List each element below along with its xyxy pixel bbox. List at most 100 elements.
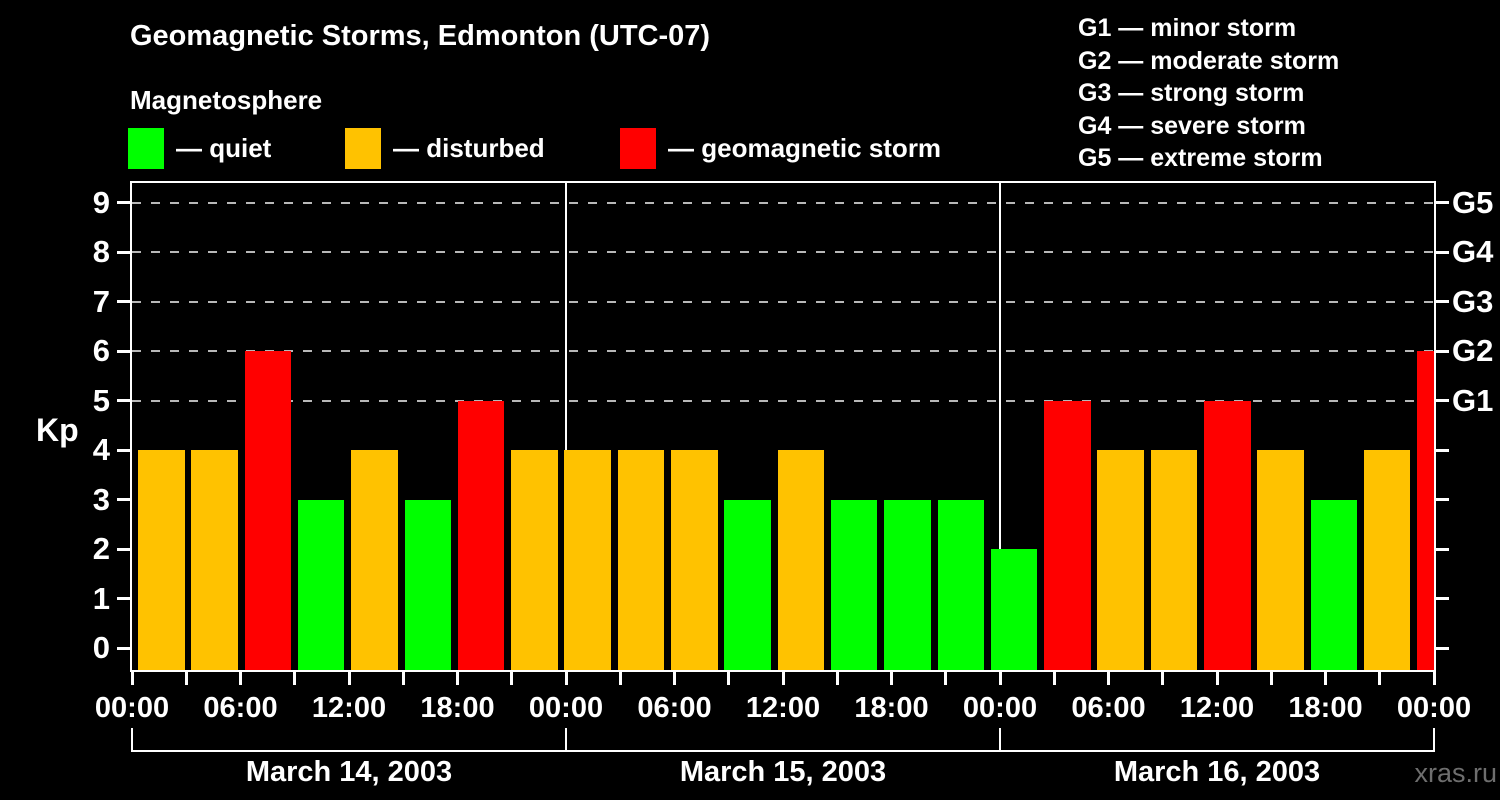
x-axis-label: 00:00 <box>94 692 170 724</box>
g-axis-label-g3: G3 <box>1452 283 1494 319</box>
kp-bar <box>724 499 771 670</box>
legend-label-disturbed: — disturbed <box>393 132 545 163</box>
date-label: March 14, 2003 <box>245 756 453 788</box>
kp-bar <box>830 499 878 670</box>
x-axis-label: 06:00 <box>637 692 712 724</box>
kp-bar <box>1044 400 1091 670</box>
kp-bar <box>1257 450 1304 670</box>
date-bracket-tick <box>131 728 133 752</box>
storm-color-swatch <box>620 127 656 169</box>
date-bracket-tick <box>1433 728 1435 752</box>
x-axis-tick <box>456 672 459 685</box>
g-scale-line-g1: G1 — minor storm <box>1078 14 1297 42</box>
x-axis-tick <box>727 672 731 685</box>
right-axis-tick <box>1434 597 1449 600</box>
g-axis-label-g5: G5 <box>1452 184 1494 220</box>
kp-bar <box>511 450 558 670</box>
plot-area <box>130 181 1436 672</box>
x-axis-tick <box>1052 672 1056 685</box>
x-axis-label: 18:00 <box>420 692 495 724</box>
kp-bar <box>1150 450 1198 670</box>
legend-label-storm: — geomagnetic storm <box>668 132 942 163</box>
kp-bar-partial <box>1417 351 1434 670</box>
right-axis-tick <box>1434 399 1449 402</box>
day-boundary-line <box>999 183 1001 670</box>
g-axis-label-g1: G1 <box>1452 382 1494 418</box>
y-axis-label: 3 <box>92 481 110 517</box>
x-axis-tick <box>510 672 514 685</box>
date-bracket-tick <box>999 728 1001 752</box>
right-axis-tick <box>1434 300 1449 303</box>
chart-subtitle: Magnetosphere <box>130 85 323 115</box>
x-axis-label: 12:00 <box>311 692 387 724</box>
g-scale-line-g3: G3 — strong storm <box>1078 79 1305 107</box>
gridline-kp-5 <box>132 399 1434 402</box>
kp-bar <box>617 450 665 670</box>
date-label: March 16, 2003 <box>1113 756 1321 788</box>
y-axis-label: 1 <box>92 580 110 616</box>
g-axis-label-g4: G4 <box>1452 234 1494 269</box>
kp-bar <box>937 499 985 670</box>
right-axis-tick <box>1434 646 1449 650</box>
x-axis-tick <box>1269 672 1273 685</box>
right-axis-tick <box>1434 547 1449 551</box>
gridline-kp-8 <box>132 251 1434 253</box>
x-axis-tick <box>618 672 622 685</box>
date-label: March 15, 2003 <box>679 756 887 788</box>
x-axis-tick <box>564 672 568 685</box>
x-axis-tick <box>890 672 893 685</box>
x-axis-tick <box>835 672 839 685</box>
legend-item-storm: — geomagnetic storm <box>620 127 941 169</box>
legend-item-disturbed: — disturbed <box>345 127 545 169</box>
page-title: Geomagnetic Storms, Edmonton (UTC-07) <box>130 20 711 52</box>
kp-bar <box>191 450 238 670</box>
right-axis-tick <box>1434 201 1449 204</box>
date-bracket-tick <box>565 728 567 752</box>
y-axis-label: 9 <box>92 184 110 220</box>
watermark: xras.ru <box>1414 758 1497 788</box>
kp-bar <box>1363 450 1411 670</box>
legend-label-quiet: — quiet <box>176 132 272 163</box>
right-axis-tick <box>1434 349 1449 353</box>
x-axis-tick <box>1324 672 1327 685</box>
y-axis-label: 2 <box>92 531 110 566</box>
kp-bar <box>1097 450 1144 670</box>
day-boundary-line <box>565 183 567 670</box>
gridline-kp-9 <box>132 201 1434 204</box>
g-scale-legend: G1 — minor storm G2 — moderate storm G3 … <box>1078 12 1339 175</box>
kp-bar <box>671 450 718 670</box>
x-axis-label: 12:00 <box>1179 692 1255 724</box>
x-axis-tick <box>1107 672 1110 685</box>
x-axis-tick <box>1378 672 1382 685</box>
x-axis-tick <box>944 672 948 685</box>
y-axis-title: Kp <box>36 412 79 448</box>
x-axis-label: 00:00 <box>1396 692 1472 724</box>
x-axis-tick <box>673 672 676 685</box>
legend-item-quiet: — quiet <box>128 127 271 169</box>
x-axis-label: 06:00 <box>203 692 278 724</box>
y-axis-label: 8 <box>92 234 110 269</box>
x-axis-tick <box>347 672 351 685</box>
x-axis-tick <box>998 672 1002 685</box>
x-axis-tick <box>130 672 134 685</box>
x-axis-tick <box>293 672 297 685</box>
kp-bar <box>404 499 452 670</box>
x-axis-tick <box>1432 672 1436 685</box>
right-axis-tick <box>1434 448 1449 452</box>
kp-bar <box>564 450 611 670</box>
gridline-kp-6 <box>132 350 1434 352</box>
quiet-color-swatch <box>128 127 164 169</box>
x-axis-tick <box>1161 672 1165 685</box>
x-axis-label: 00:00 <box>962 692 1038 724</box>
gridline-kp-7 <box>132 300 1434 303</box>
x-axis-tick <box>239 672 242 685</box>
kp-bar <box>884 499 931 670</box>
x-axis-tick <box>401 672 405 685</box>
x-axis-tick <box>1215 672 1219 685</box>
date-bracket-line <box>132 750 1434 752</box>
right-axis-tick <box>1434 250 1449 254</box>
x-axis-label: 18:00 <box>1288 692 1363 724</box>
x-axis-tick <box>781 672 785 685</box>
y-axis-label: 0 <box>92 630 110 665</box>
